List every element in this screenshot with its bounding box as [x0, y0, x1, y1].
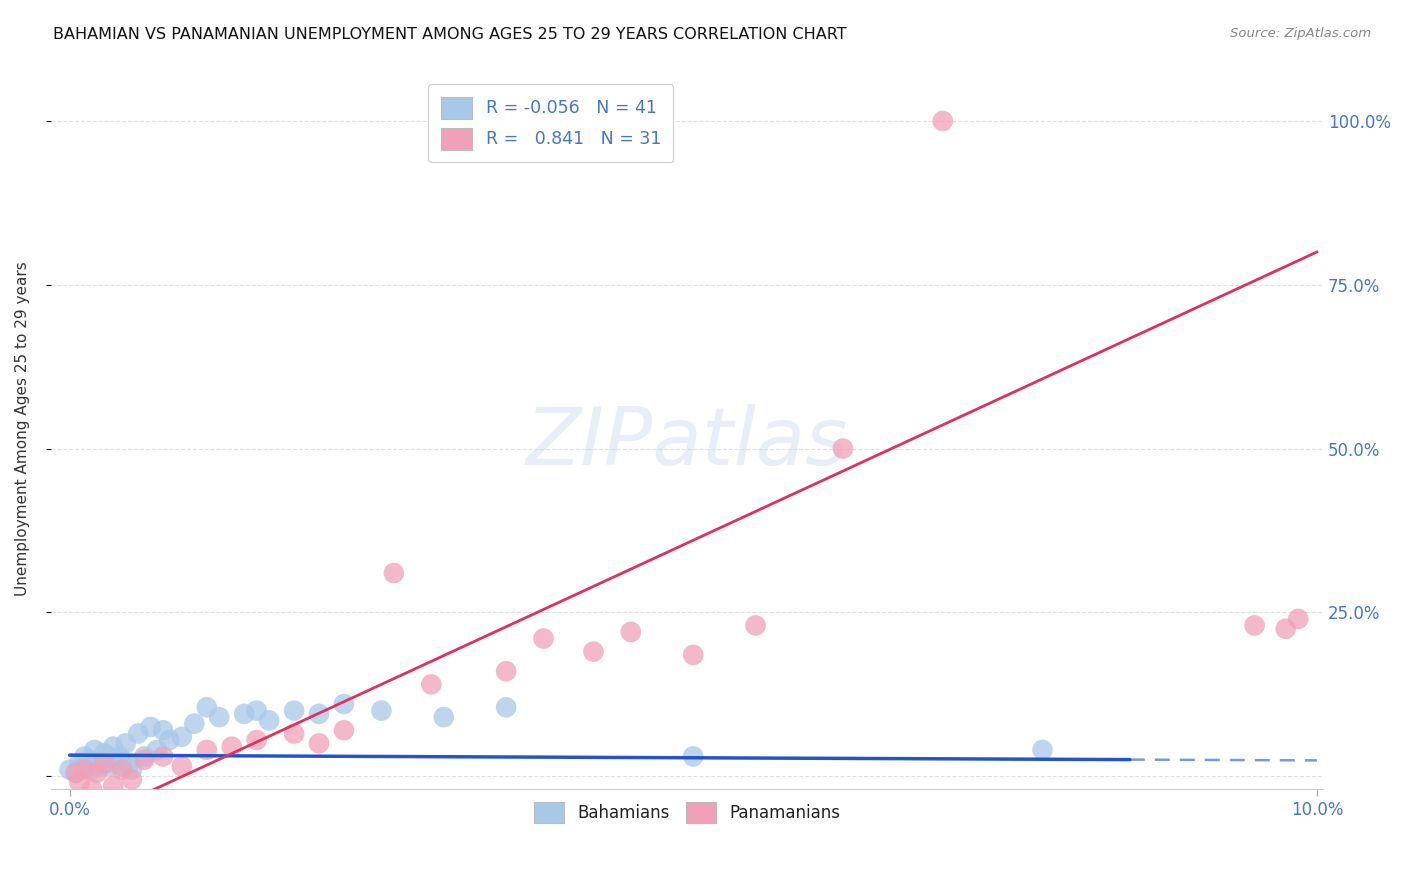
Point [195, 700, 218, 714]
Point [183, 716, 205, 731]
Point [221, 739, 243, 754]
Point [80, 763, 103, 777]
Point [134, 753, 156, 767]
Point [90, 759, 112, 773]
Point [495, 665, 517, 679]
Point [111, 759, 134, 773]
Point [69, 756, 91, 770]
Point [333, 697, 356, 711]
Point [1031, 743, 1053, 757]
Point [582, 645, 605, 659]
Legend: Bahamians, Panamanians: Bahamians, Panamanians [522, 790, 852, 835]
Point [308, 706, 330, 721]
Point [108, 749, 131, 764]
Point [69, 775, 91, 789]
Point [208, 710, 231, 724]
Point [533, 632, 555, 646]
Point [127, 726, 149, 740]
Point [308, 736, 330, 750]
Point [495, 700, 517, 714]
Point [118, 756, 141, 770]
Point [152, 749, 174, 764]
Point [121, 763, 143, 777]
Point [121, 772, 143, 787]
Point [73, 749, 96, 764]
Point [114, 736, 136, 750]
Point [170, 730, 193, 744]
Point [139, 720, 162, 734]
Point [1286, 612, 1309, 626]
Point [195, 743, 218, 757]
Point [105, 753, 128, 767]
Point [96, 756, 118, 770]
Point [620, 624, 643, 639]
Point [93, 746, 115, 760]
Point [370, 704, 392, 718]
Point [832, 442, 855, 456]
Point [77, 753, 100, 767]
Point [70, 759, 93, 773]
Point [80, 782, 103, 797]
Point [246, 704, 269, 718]
Point [86, 765, 108, 780]
Point [382, 566, 405, 580]
Point [433, 710, 456, 724]
Point [283, 726, 305, 740]
Point [682, 749, 704, 764]
Point [170, 759, 193, 773]
Point [931, 114, 953, 128]
Point [157, 733, 180, 747]
Point [98, 759, 121, 773]
Point [58, 763, 80, 777]
Point [744, 618, 766, 632]
Point [73, 763, 96, 777]
Point [1243, 618, 1265, 632]
Point [134, 749, 156, 764]
Point [257, 714, 280, 728]
Point [111, 763, 134, 777]
Point [152, 723, 174, 738]
Point [283, 704, 305, 718]
Point [103, 739, 125, 754]
Text: Source: ZipAtlas.com: Source: ZipAtlas.com [1230, 27, 1371, 40]
Point [682, 648, 704, 662]
Point [333, 723, 356, 738]
Point [65, 765, 87, 780]
Point [86, 756, 108, 770]
Point [103, 779, 125, 793]
Point [65, 765, 87, 780]
Point [1274, 622, 1296, 636]
Point [93, 756, 115, 770]
Point [146, 743, 169, 757]
Point [233, 706, 256, 721]
Point [83, 743, 105, 757]
Point [420, 677, 443, 691]
Text: ZIPatlas: ZIPatlas [526, 404, 848, 483]
Y-axis label: Unemployment Among Ages 25 to 29 years: Unemployment Among Ages 25 to 29 years [15, 261, 30, 596]
Point [246, 733, 269, 747]
Text: BAHAMIAN VS PANAMANIAN UNEMPLOYMENT AMONG AGES 25 TO 29 YEARS CORRELATION CHART: BAHAMIAN VS PANAMANIAN UNEMPLOYMENT AMON… [53, 27, 846, 42]
